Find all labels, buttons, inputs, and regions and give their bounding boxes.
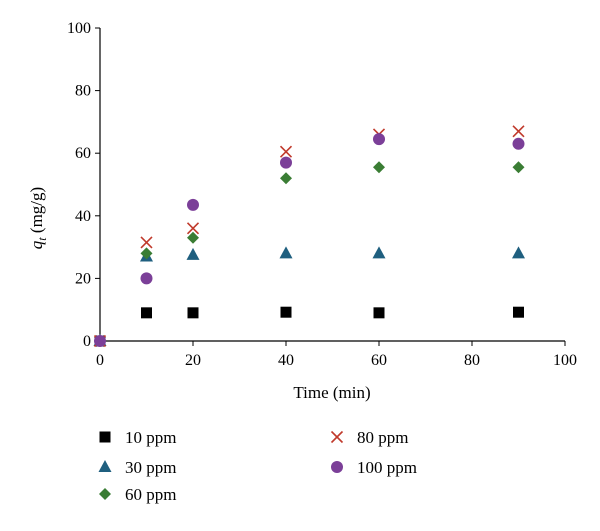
data-point bbox=[373, 307, 385, 319]
axes bbox=[99, 28, 565, 342]
data-point bbox=[373, 133, 385, 146]
legend-item: 80 ppm bbox=[330, 428, 408, 447]
data-points bbox=[93, 125, 525, 348]
data-point bbox=[187, 231, 199, 244]
data-point bbox=[279, 246, 293, 259]
data-point bbox=[373, 161, 385, 174]
legend-label: 60 ppm bbox=[125, 485, 176, 504]
series-80-ppm bbox=[93, 125, 525, 348]
data-point bbox=[141, 307, 152, 319]
data-point bbox=[186, 247, 200, 260]
series-60-ppm bbox=[94, 161, 525, 347]
y-axis-label-main: q bbox=[27, 240, 46, 249]
x-tick-label: 60 bbox=[371, 352, 387, 369]
y-tick-label: 60 bbox=[75, 145, 91, 162]
x-tick-label: 80 bbox=[464, 352, 480, 369]
y-tick-label: 80 bbox=[75, 83, 91, 100]
cross-stroke bbox=[330, 430, 344, 444]
legend-item: 60 ppm bbox=[99, 485, 176, 504]
y-tick-label: 0 bbox=[83, 333, 91, 350]
data-point bbox=[187, 307, 199, 319]
legend-label: 80 ppm bbox=[357, 428, 408, 447]
data-point bbox=[140, 236, 153, 249]
data-point bbox=[140, 247, 153, 260]
data-point bbox=[280, 306, 292, 318]
data-point bbox=[513, 306, 524, 318]
legend-marker bbox=[331, 461, 343, 473]
legend-label: 10 ppm bbox=[125, 428, 176, 447]
y-axis-label-unit: (mg/g) bbox=[27, 187, 46, 238]
data-point bbox=[280, 156, 292, 169]
cross-stroke bbox=[186, 222, 200, 235]
legend: 10 ppm 30 ppm 60 ppm 80 ppm 100 ppm bbox=[98, 428, 417, 504]
legend-marker bbox=[99, 488, 111, 500]
x-axis-label: Time (min) bbox=[293, 383, 370, 402]
data-point bbox=[140, 272, 153, 285]
data-point bbox=[94, 335, 106, 347]
y-tick-label: 100 bbox=[67, 20, 91, 37]
x-tick-label: 20 bbox=[185, 352, 201, 369]
cross-stroke bbox=[512, 125, 525, 138]
data-point bbox=[512, 137, 525, 150]
legend-label: 30 ppm bbox=[125, 458, 176, 477]
data-point bbox=[186, 222, 200, 235]
series-100-ppm bbox=[94, 133, 525, 347]
data-point bbox=[187, 198, 199, 211]
data-point bbox=[279, 145, 293, 158]
data-point bbox=[512, 125, 525, 138]
legend-marker bbox=[330, 430, 344, 444]
legend-item: 100 ppm bbox=[331, 458, 417, 477]
data-point bbox=[512, 161, 525, 174]
y-axis-label: qt (mg/g) bbox=[27, 187, 49, 249]
cross-stroke bbox=[279, 145, 293, 158]
ticks: 0 20 40 60 80 100 0 20 40 60 80 100 bbox=[67, 20, 577, 369]
y-tick-label: 20 bbox=[75, 270, 91, 287]
data-point bbox=[372, 246, 386, 259]
legend-item: 10 ppm bbox=[99, 428, 176, 447]
legend-item: 30 ppm bbox=[98, 458, 176, 477]
legend-marker bbox=[98, 460, 112, 472]
x-tick-label: 40 bbox=[278, 352, 294, 369]
series-30-ppm bbox=[93, 246, 525, 346]
y-tick-label: 40 bbox=[75, 208, 91, 225]
y-axis-label-sub: t bbox=[35, 237, 49, 241]
x-tick-label: 0 bbox=[96, 352, 104, 369]
legend-label: 100 ppm bbox=[357, 458, 417, 477]
data-point bbox=[512, 246, 525, 259]
cross-stroke bbox=[140, 236, 153, 249]
data-point bbox=[280, 172, 292, 185]
legend-marker bbox=[99, 431, 111, 443]
x-tick-label: 100 bbox=[553, 352, 577, 369]
